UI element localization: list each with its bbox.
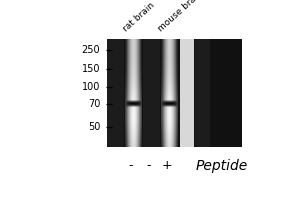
Text: 50: 50 [88,122,100,132]
Text: -: - [128,159,133,172]
Bar [107,39,124,147]
Bar [181,39,194,147]
Text: +: + [161,159,172,172]
Text: 250: 250 [82,45,100,55]
Text: mouse brain: mouse brain [156,0,204,33]
Bar [195,39,210,147]
Text: 70: 70 [88,99,100,109]
Text: -: - [146,159,151,172]
Text: Peptide: Peptide [196,159,248,173]
Text: 150: 150 [82,64,100,74]
Text: rat brain: rat brain [121,0,156,33]
Bar [107,39,242,147]
Bar [143,39,160,147]
Text: 100: 100 [82,82,100,92]
